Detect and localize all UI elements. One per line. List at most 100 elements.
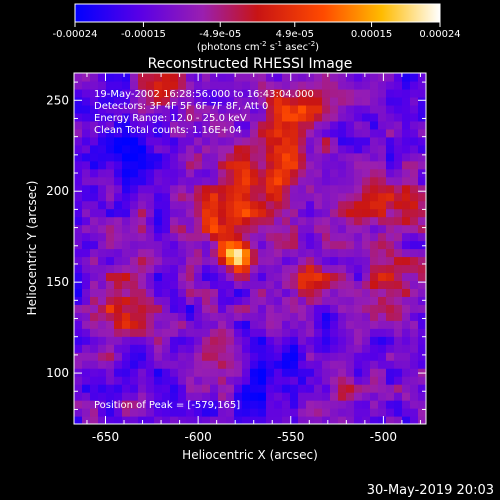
heatmap-cell	[218, 384, 227, 393]
heatmap-cell	[194, 272, 203, 282]
heatmap-cell	[338, 192, 347, 202]
heatmap-cell	[146, 104, 155, 114]
heatmap-cell	[346, 256, 355, 266]
heatmap-cell	[258, 408, 267, 417]
heatmap-cell	[418, 144, 426, 154]
heatmap-cell	[154, 360, 163, 369]
heatmap-cell	[362, 136, 371, 146]
heatmap-cell	[418, 128, 426, 138]
heatmap-cell	[178, 200, 187, 210]
heatmap-cell	[138, 312, 147, 321]
heatmap-cell	[74, 240, 83, 250]
heatmap-cell	[90, 328, 99, 337]
heatmap-cell	[98, 312, 107, 321]
heatmap-cell	[98, 232, 107, 242]
heatmap-cell	[402, 192, 411, 202]
heatmap-cell	[162, 312, 171, 321]
heatmap-cell	[178, 352, 187, 361]
heatmap-cell	[362, 184, 371, 194]
heatmap-cell	[154, 256, 163, 266]
heatmap-cell	[418, 368, 426, 377]
heatmap-cell	[226, 328, 235, 337]
heatmap-cell	[266, 296, 275, 305]
heatmap-cell	[402, 248, 411, 258]
heatmap-cell	[410, 296, 419, 305]
heatmap-cell	[226, 73, 235, 82]
heatmap-cell	[266, 73, 275, 82]
heatmap-cell	[74, 376, 83, 385]
heatmap-cell	[218, 360, 227, 369]
heatmap-cell	[114, 192, 123, 202]
heatmap-cell	[138, 392, 147, 401]
heatmap-cell	[170, 184, 179, 194]
heatmap-cell	[346, 216, 355, 226]
heatmap-cell	[146, 408, 155, 417]
heatmap-cell	[306, 320, 315, 329]
heatmap-cell	[410, 216, 419, 226]
heatmap-cell	[370, 360, 379, 369]
heatmap-cell	[386, 144, 395, 154]
heatmap-cell	[154, 232, 163, 242]
heatmap-cell	[178, 208, 187, 218]
heatmap-cell	[346, 376, 355, 385]
heatmap-cell	[90, 216, 99, 226]
heatmap-cell	[210, 416, 219, 424]
heatmap-cell	[266, 328, 275, 337]
heatmap-cell	[378, 408, 387, 417]
heatmap-cell	[186, 120, 195, 130]
heatmap-cell	[314, 208, 323, 218]
heatmap-cell	[402, 184, 411, 194]
heatmap-cell	[138, 352, 147, 361]
heatmap-cell	[210, 80, 219, 90]
heatmap-cell	[114, 80, 123, 90]
heatmap-cell	[378, 192, 387, 202]
heatmap-cell	[282, 384, 291, 393]
heatmap-cell	[90, 80, 99, 90]
heatmap-cell	[130, 392, 139, 401]
heatmap-cell	[298, 392, 307, 401]
heatmap-cell	[210, 368, 219, 377]
heatmap-cell	[410, 160, 419, 170]
heatmap-cell	[138, 336, 147, 345]
heatmap-cell	[74, 152, 83, 162]
heatmap-cell	[314, 128, 323, 138]
heatmap-cell	[386, 392, 395, 401]
heatmap-cell	[322, 128, 331, 138]
heatmap-cell	[234, 344, 243, 353]
heatmap-cell	[258, 192, 267, 202]
heatmap-cell	[322, 400, 331, 409]
heatmap-cell	[402, 88, 411, 98]
heatmap-cell	[386, 120, 395, 130]
heatmap-cell	[266, 160, 275, 170]
heatmap-cell	[82, 200, 91, 210]
heatmap-cell	[218, 296, 227, 305]
heatmap-cell	[330, 368, 339, 377]
heatmap-cell	[314, 256, 323, 266]
heatmap-cell	[330, 312, 339, 321]
heatmap-cell	[162, 408, 171, 417]
x-axis-label: Heliocentric X (arcsec)	[182, 448, 318, 462]
heatmap-cell	[234, 296, 243, 305]
heatmap-cell	[194, 280, 203, 289]
chart-title: Reconstructed RHESSI Image	[148, 56, 353, 72]
heatmap-cell	[322, 344, 331, 353]
heatmap-cell	[210, 240, 219, 250]
heatmap-cell	[170, 256, 179, 266]
heatmap-cell	[282, 96, 291, 106]
heatmap-cell	[274, 88, 283, 98]
heatmap-cell	[74, 224, 83, 234]
heatmap-cell	[114, 248, 123, 258]
heatmap-cell	[386, 328, 395, 337]
heatmap-cell	[394, 112, 403, 122]
heatmap-cell	[122, 120, 131, 130]
heatmap-cell	[90, 168, 99, 178]
heatmap-cell	[74, 280, 83, 289]
heatmap-cell	[418, 88, 426, 98]
heatmap-cell	[90, 160, 99, 170]
heatmap-cell	[106, 416, 115, 424]
heatmap-cell	[218, 400, 227, 409]
heatmap-cell	[282, 152, 291, 162]
heatmap-cell	[90, 192, 99, 202]
heatmap-cell	[370, 128, 379, 138]
heatmap-cell	[402, 120, 411, 130]
